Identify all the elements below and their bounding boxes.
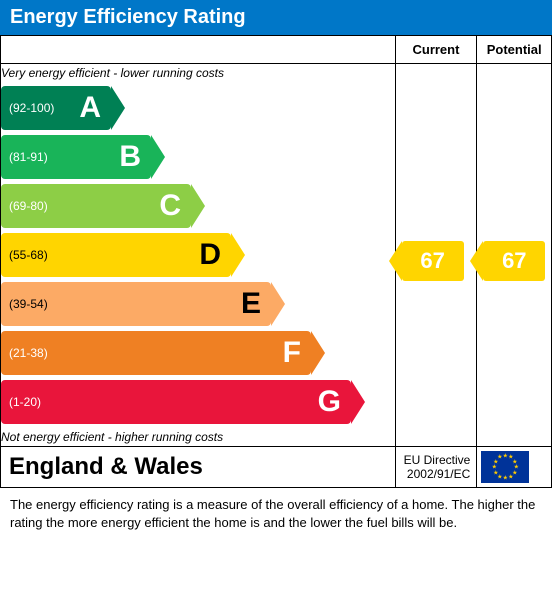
potential-arrow: 67 (483, 241, 545, 281)
footer-row: England & Wales EU Directive 2002/91/EC … (1, 447, 552, 488)
flag-cell: ★★★★★★★★★★★★ (477, 447, 552, 488)
potential-value: 67 (502, 248, 526, 274)
band-letter: C (159, 189, 191, 223)
band-letter: G (318, 385, 351, 419)
band-letter: F (283, 336, 311, 370)
current-value: 67 (420, 248, 444, 274)
band-letter: D (199, 238, 231, 272)
caption-text: The energy efficiency rating is a measur… (0, 488, 552, 541)
band-c: (69-80)C (1, 184, 191, 228)
chart-title: Energy Efficiency Rating (10, 6, 246, 28)
directive-line1: EU Directive (404, 453, 471, 467)
eu-flag-icon: ★★★★★★★★★★★★ (481, 451, 529, 483)
band-letter: B (119, 140, 151, 174)
directive-line2: 2002/91/EC (407, 467, 470, 481)
epc-chart-table: Current Potential Very energy efficient … (0, 35, 552, 488)
band-range: (1-20) (1, 395, 318, 409)
header-blank (1, 36, 396, 64)
bands-cell: Very energy efficient - lower running co… (1, 64, 396, 447)
region-cell: England & Wales (1, 447, 396, 488)
header-row: Current Potential (1, 36, 552, 64)
header-potential: Potential (477, 36, 552, 64)
potential-cell: 67 (477, 64, 552, 447)
band-range: (81-91) (1, 150, 119, 164)
band-letter: E (241, 287, 271, 321)
region-label: England & Wales (9, 453, 203, 480)
band-range: (39-54) (1, 297, 241, 311)
band-range: (92-100) (1, 101, 79, 115)
directive-cell: EU Directive 2002/91/EC (395, 447, 477, 488)
band-a: (92-100)A (1, 86, 111, 130)
band-range: (69-80) (1, 199, 159, 213)
band-d: (55-68)D (1, 233, 231, 277)
top-note: Very energy efficient - lower running co… (1, 66, 395, 80)
band-e: (39-54)E (1, 282, 271, 326)
current-arrow: 67 (402, 241, 464, 281)
band-b: (81-91)B (1, 135, 151, 179)
title-bar: Energy Efficiency Rating (0, 0, 552, 35)
band-letter: A (79, 91, 111, 125)
header-current: Current (395, 36, 477, 64)
chart-row: Very energy efficient - lower running co… (1, 64, 552, 447)
band-g: (1-20)G (1, 380, 351, 424)
current-cell: 67 (395, 64, 477, 447)
band-range: (21-38) (1, 346, 283, 360)
bands-area: (92-100)A (81-91)B (69-80)C (55-68)D (39-54)… (1, 86, 395, 424)
band-range: (55-68) (1, 248, 199, 262)
band-f: (21-38)F (1, 331, 311, 375)
bottom-note: Not energy efficient - higher running co… (1, 430, 395, 444)
